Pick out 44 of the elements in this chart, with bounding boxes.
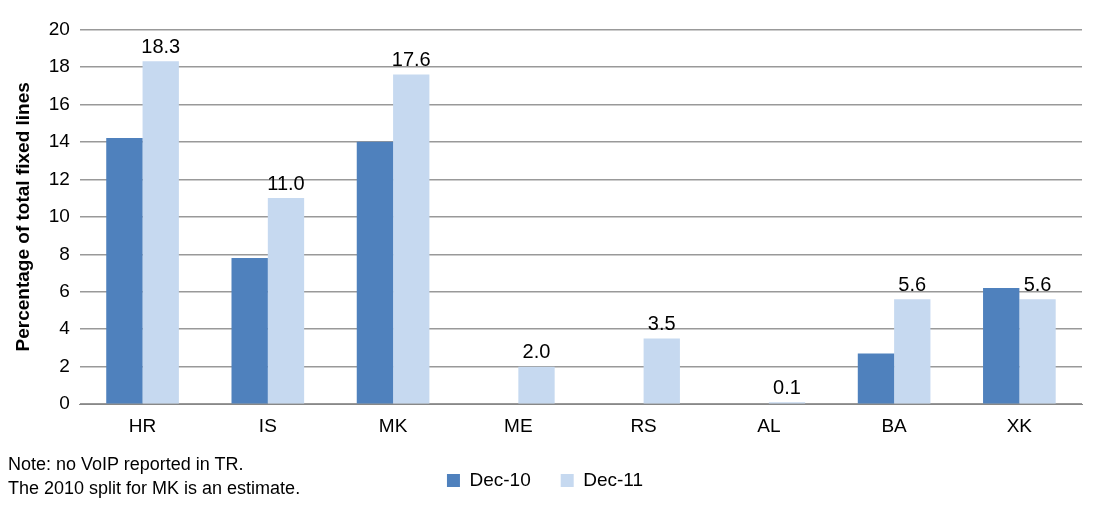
y-tick-label: 6 (59, 279, 70, 301)
data-label: 2.0 (522, 340, 551, 363)
y-tick-label: 16 (48, 92, 70, 114)
x-tick-label: XK (1006, 414, 1033, 436)
bar (356, 141, 394, 404)
x-tick-label: BA (881, 414, 908, 436)
bar (518, 366, 555, 404)
data-label: 5.6 (1023, 272, 1052, 295)
x-tick-label: MK (378, 414, 408, 436)
x-tick-label: IS (258, 414, 277, 436)
legend-label: Dec-10 (469, 468, 531, 490)
bar (142, 61, 179, 404)
bar (643, 338, 680, 404)
y-tick-label: 10 (48, 205, 70, 227)
bar (894, 299, 931, 404)
y-tick-label: 12 (48, 167, 70, 189)
data-label: 3.5 (647, 312, 676, 335)
bar (393, 74, 430, 404)
x-tick-label: AL (757, 414, 781, 436)
y-tick-label: 0 (59, 392, 70, 414)
data-label: 0.1 (773, 375, 801, 398)
x-tick-label: RS (630, 414, 657, 436)
bar (1019, 299, 1056, 404)
data-label: 5.6 (898, 272, 927, 295)
data-label: 11.0 (267, 171, 305, 194)
text: The 2010 split for MK is an estimate. (8, 477, 301, 500)
y-axis-title: Percentage of total fixed lines (11, 82, 33, 352)
y-tick-label: 20 (48, 17, 70, 39)
bar (106, 138, 143, 404)
bar (857, 353, 895, 404)
data-label: 17.6 (391, 47, 431, 70)
legend-label: Dec-11 (583, 468, 644, 490)
y-tick-label: 18 (48, 55, 70, 77)
y-tick-label: 4 (59, 317, 71, 339)
x-tick-label: HR (128, 414, 157, 436)
y-tick-label: 14 (48, 130, 71, 152)
bar (231, 258, 268, 404)
y-tick-label: 8 (59, 242, 70, 264)
x-tick-label: ME (504, 414, 533, 436)
bar (983, 288, 1020, 404)
data-label: 18.3 (141, 34, 181, 57)
y-tick-label: 2 (59, 354, 70, 376)
text: Note: no VoIP reported in TR. (8, 453, 245, 476)
bar (267, 198, 305, 404)
